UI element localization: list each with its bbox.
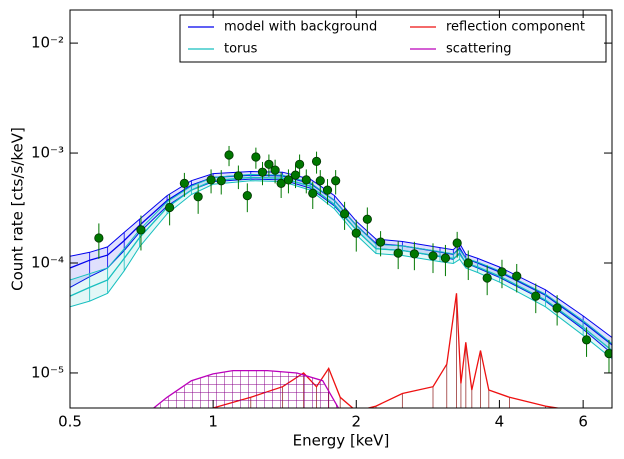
legend-label: model with background [224,20,377,35]
band-high [70,173,612,344]
data-point [216,176,226,186]
legend: model with background torus reflection com… [179,14,607,63]
data-point [270,165,280,175]
data-point [581,335,592,345]
band-fill [70,174,612,359]
data-point [206,175,216,185]
band-low [70,180,612,359]
data-point [512,271,522,281]
y-tick-label: 10⁻² [31,34,64,52]
y-tick-label: 10⁻⁴ [31,254,64,272]
data-point [242,191,252,201]
x-tick-label: 6 [578,413,588,431]
series-line [153,369,340,408]
data-point [375,237,386,247]
legend-label: torus [224,42,258,57]
data-point [351,228,361,238]
plot-area [70,145,612,408]
x-tick-label: 4 [495,413,505,431]
data-point [428,251,438,261]
y-axis-label: Count rate [cts/s/keV] [9,127,27,291]
data-point [224,150,234,160]
data-point [339,209,350,219]
legend-box [179,14,607,63]
x-tick-label: 0.5 [58,413,82,431]
data-point [308,188,318,198]
data-point [276,178,286,188]
data-point [452,238,462,248]
data-point [531,291,541,301]
data-point [233,171,243,181]
data-point [290,170,301,180]
data-point [497,267,507,277]
x-tick-label: 2 [351,413,361,431]
data-point [311,156,322,166]
data-point [295,159,305,169]
x-tick-label: 1 [208,413,218,431]
data-point [322,185,333,195]
data-point [440,253,451,263]
data-point [193,192,203,202]
data-point [283,175,294,185]
y-tick-label: 10⁻³ [31,144,64,162]
y-tick-label: 10⁻⁵ [31,363,64,381]
data-point [482,273,492,283]
band-high [70,170,612,338]
data-point [409,249,419,259]
legend-label: scattering [446,42,512,57]
data-point [463,258,473,268]
data-point [264,159,274,169]
data-point [136,225,146,235]
data-point [331,176,341,186]
data-point [393,248,403,258]
data-point [552,303,562,313]
band-fill [70,171,612,354]
data-point [315,176,325,186]
data-point [165,202,175,213]
data-point [362,214,372,224]
axes-frame [69,9,613,409]
x-axis-label: Energy [keV] [293,432,390,450]
data-point [301,175,311,185]
data-point [604,348,612,359]
series-line [70,174,612,346]
data-point [251,152,261,162]
data-point [94,233,104,243]
area-hatch [153,370,339,408]
data-point [179,178,189,188]
legend-label: reflection component [446,20,585,35]
data-point [257,167,268,177]
